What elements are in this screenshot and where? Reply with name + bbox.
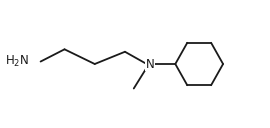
- Text: N: N: [146, 57, 154, 71]
- Text: H$_2$N: H$_2$N: [5, 54, 29, 69]
